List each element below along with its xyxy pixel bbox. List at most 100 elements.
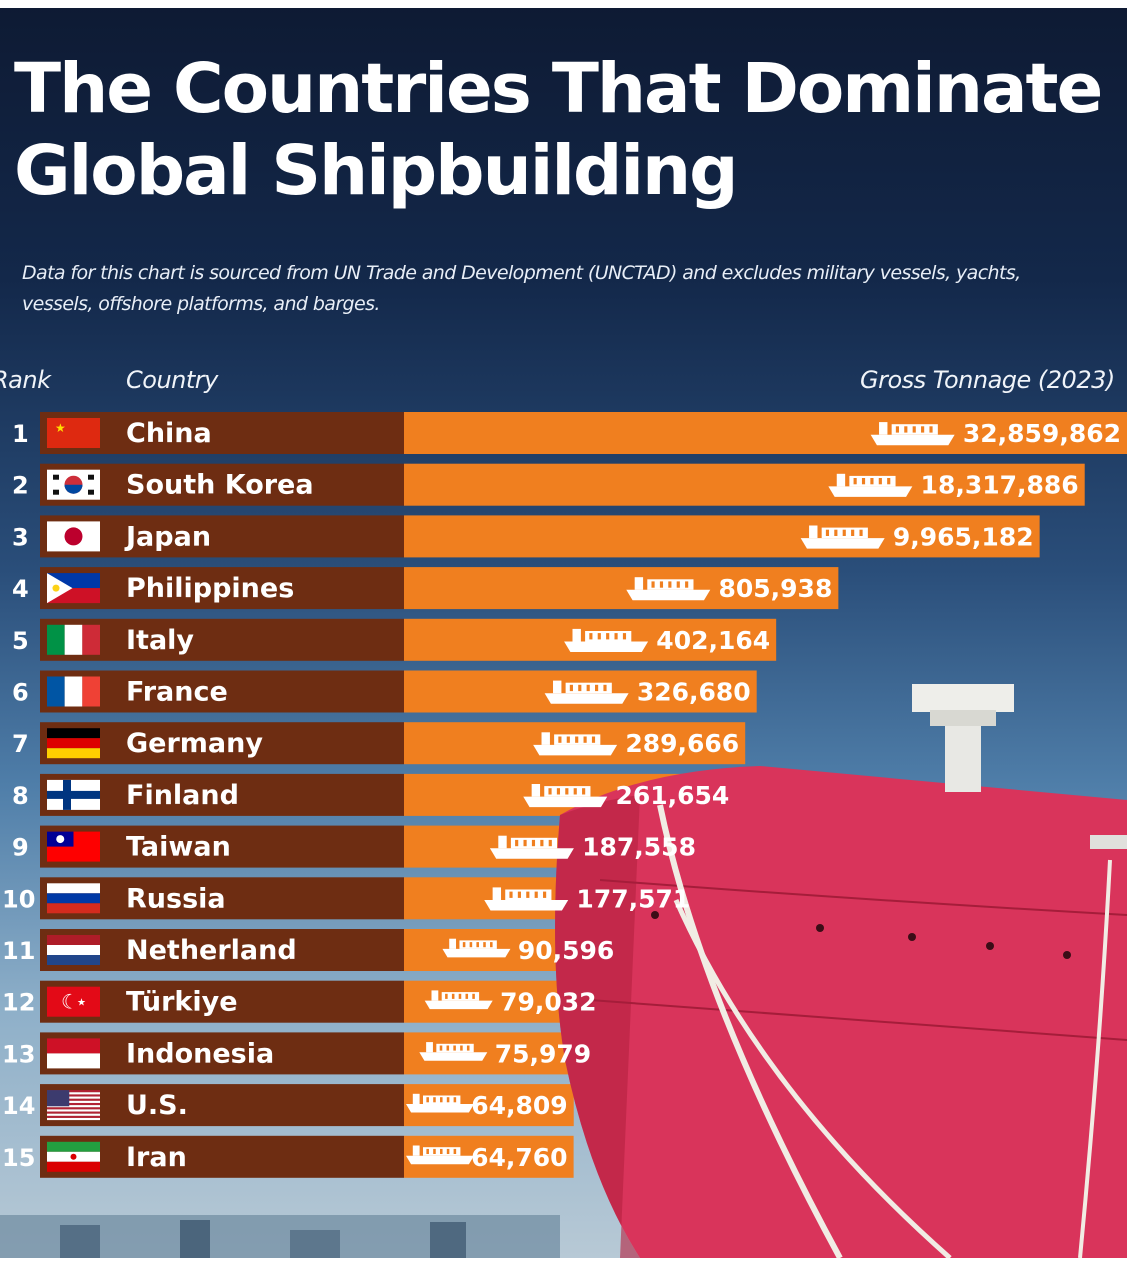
row-band — [40, 463, 404, 506]
row-band — [40, 877, 404, 920]
indonesia-flag — [47, 1038, 100, 1069]
rank-label: 8 — [12, 782, 29, 810]
cargo-ship-icon — [870, 422, 955, 446]
row-band — [40, 980, 404, 1023]
row-band — [40, 1032, 404, 1075]
cargo-ship-icon — [533, 732, 618, 756]
row-band — [40, 567, 404, 610]
value-label: 289,666 — [625, 729, 739, 758]
top-border — [0, 0, 1127, 8]
row-band — [40, 515, 404, 558]
rank-label: 12 — [2, 989, 35, 1017]
crane-mast — [945, 722, 981, 792]
table-row: ★ — [40, 412, 1127, 454]
country-label: U.S. — [126, 1090, 188, 1121]
svg-text:☾: ☾ — [61, 990, 79, 1014]
south-korea-flag — [47, 469, 100, 500]
mooring-rope-2 — [673, 898, 952, 1260]
cargo-ship-icon — [626, 577, 711, 601]
table-row — [40, 463, 1085, 506]
netherlands-flag — [47, 935, 100, 965]
value-label: 326,680 — [637, 678, 751, 707]
germany-flag — [47, 728, 100, 759]
value-label: 75,979 — [495, 1039, 591, 1068]
bar — [404, 412, 1127, 454]
country-label: Netherland — [126, 935, 297, 966]
crane-cab — [930, 710, 996, 726]
country-label: France — [126, 677, 228, 708]
country-label: Finland — [126, 780, 239, 811]
row-band — [40, 773, 404, 816]
value-label: 9,965,182 — [893, 522, 1034, 551]
row-band — [40, 412, 404, 454]
russia-flag — [47, 883, 100, 914]
value-label: 64,760 — [471, 1143, 567, 1172]
country-label: Philippines — [126, 573, 294, 604]
country-label: Iran — [126, 1142, 187, 1173]
cargo-ship-icon — [406, 1093, 474, 1113]
rank-label: 10 — [2, 885, 35, 913]
france-flag — [47, 676, 100, 707]
taiwan-flag — [47, 831, 100, 862]
country-label: Indonesia — [126, 1038, 274, 1069]
country-label: Italy — [126, 625, 194, 656]
iran-flag — [47, 1141, 100, 1172]
rank-label: 11 — [2, 937, 35, 965]
country-label: China — [126, 418, 212, 449]
value-label: 79,032 — [500, 988, 596, 1017]
country-label: Türkiye — [126, 987, 238, 1018]
italy-flag — [47, 624, 100, 655]
row-band — [40, 722, 404, 765]
cargo-ship-icon — [544, 680, 629, 704]
title-line-1: The Countries That Dominate — [14, 49, 1103, 129]
row-band — [40, 1084, 404, 1127]
subtitle-line-2: vessels, offshore platforms, and barges. — [22, 293, 380, 315]
labels-layer: 1 China 32,859,862 2 South Korea 18,317,886 3 J… — [2, 418, 1121, 1173]
rank-label: 6 — [12, 679, 29, 707]
row-band — [40, 825, 404, 868]
row-band — [40, 1135, 404, 1178]
crane-top — [912, 684, 1014, 712]
country-header: Country — [126, 366, 218, 394]
finland-flag — [47, 779, 100, 810]
hull-seam — [599, 879, 1127, 916]
china-flag: ★ — [47, 418, 100, 448]
philippines-flag — [47, 573, 100, 604]
value-label: 402,164 — [656, 626, 770, 655]
country-label: Germany — [126, 728, 263, 759]
value-header: Gross Tonnage (2023) — [860, 366, 1115, 394]
value-label: 90,596 — [518, 936, 614, 965]
cargo-ship-icon — [489, 835, 574, 859]
country-label: Russia — [126, 883, 226, 914]
mooring-rope-3 — [1078, 859, 1112, 1259]
cargo-ship-icon — [523, 784, 608, 808]
rank-header: Rank — [0, 366, 51, 394]
table-row — [40, 567, 839, 610]
table-row — [40, 670, 757, 713]
chart-subtitle: Data for this chart is sourced from UN T… — [22, 258, 1122, 320]
value-label: 177,571 — [576, 884, 690, 913]
title-line-2: Global Shipbuilding — [14, 131, 739, 211]
chart-title: The Countries That Dominate Global Shipb… — [14, 48, 1114, 212]
row-band — [40, 929, 404, 971]
rank-label: 7 — [12, 730, 29, 758]
ship-hull — [555, 766, 1127, 1258]
rank-label: 1 — [12, 420, 29, 448]
row-band — [40, 670, 404, 713]
cargo-ship-icon — [442, 938, 511, 958]
cargo-ship-icon — [419, 1042, 488, 1061]
country-label: Japan — [124, 521, 211, 552]
hull-seam-2 — [589, 999, 1127, 1041]
table-row — [40, 515, 1040, 558]
value-label: 187,558 — [582, 833, 696, 862]
bar — [404, 515, 1040, 558]
value-label: 805,938 — [718, 574, 832, 603]
country-label: South Korea — [126, 470, 314, 501]
table-row — [40, 1032, 598, 1075]
rank-label: 4 — [12, 575, 29, 603]
bar — [404, 463, 1085, 506]
svg-text:★: ★ — [77, 998, 86, 1009]
railing-post — [1090, 835, 1127, 849]
